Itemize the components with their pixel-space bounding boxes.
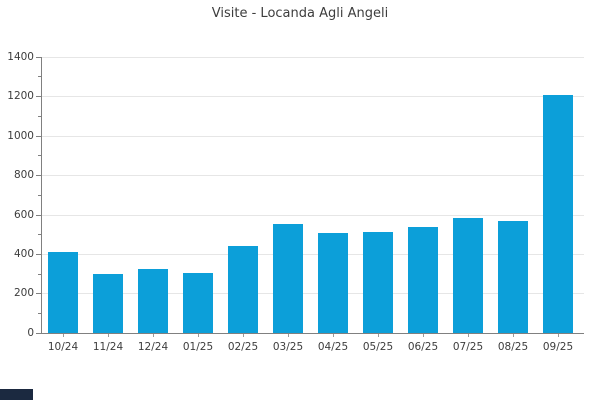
bar-09-25 [543, 95, 573, 333]
x-axis-tick [198, 333, 199, 337]
y-axis-minor-tick [38, 194, 41, 196]
y-axis-major-tick [35, 332, 41, 334]
bar-10-24 [48, 251, 78, 333]
x-axis-tick-label: 09/25 [542, 340, 574, 353]
x-axis-tick-label: 03/25 [272, 340, 304, 353]
y-axis-major-tick [35, 135, 41, 137]
x-axis-tick [333, 333, 334, 337]
y-axis-spine [41, 56, 42, 333]
chart-title: Visite - Locanda Agli Angeli [211, 6, 389, 21]
gridline [41, 214, 584, 216]
x-axis-tick [468, 333, 469, 337]
bar-12-24 [138, 268, 168, 333]
y-axis-minor-tick [38, 155, 41, 157]
y-axis-major-tick [35, 293, 41, 295]
x-axis-tick-label: 02/25 [227, 340, 259, 353]
bar-02-25 [228, 246, 258, 333]
x-axis-tick-label: 08/25 [497, 340, 529, 353]
y-axis-tick-label: 400 [13, 247, 34, 260]
gridline [41, 253, 584, 255]
gridline [41, 135, 584, 137]
y-axis-tick-label: 0 [27, 326, 34, 339]
bar-11-24 [93, 273, 123, 333]
x-axis-tick-label: 01/25 [182, 340, 214, 353]
y-axis-tick-label: 600 [13, 208, 34, 221]
y-axis-minor-tick [38, 234, 41, 236]
bottom-left-artifact [0, 389, 33, 400]
y-axis-major-tick [35, 175, 41, 176]
x-axis-tick-label: 04/25 [317, 340, 349, 353]
gridline [41, 56, 584, 58]
x-axis-tick [243, 333, 244, 337]
x-axis-tick [108, 333, 109, 337]
y-axis-minor-tick [38, 76, 41, 78]
y-axis-major-tick [35, 214, 41, 216]
x-axis-tick-label: 07/25 [452, 340, 484, 353]
bar-06-25 [408, 227, 438, 333]
x-axis-tick [558, 333, 559, 337]
y-axis-tick-label: 1400 [7, 50, 34, 63]
x-axis-tick-label: 06/25 [407, 340, 439, 353]
gridline [41, 175, 584, 176]
bar-04-25 [318, 233, 348, 333]
y-axis-major-tick [35, 253, 41, 255]
y-axis-minor-tick [38, 273, 41, 275]
bar-01-25 [183, 272, 213, 333]
y-axis-minor-tick [38, 313, 41, 315]
x-axis-tick [288, 333, 289, 337]
bar-03-25 [273, 224, 303, 333]
x-axis-tick [153, 333, 154, 337]
x-axis-tick-label: 11/24 [92, 340, 124, 353]
x-axis-tick [423, 333, 424, 337]
gridline [41, 293, 584, 295]
x-axis-tick-label: 12/24 [137, 340, 169, 353]
y-axis-major-tick [35, 96, 41, 98]
y-axis-tick-label: 200 [13, 287, 34, 300]
gridline [41, 96, 584, 98]
x-axis-tick-label: 10/24 [47, 340, 79, 353]
y-axis-major-tick [35, 56, 41, 58]
y-axis-tick-label: 800 [13, 169, 34, 181]
x-axis-tick [513, 333, 514, 337]
y-axis-tick-label: 1200 [7, 90, 34, 103]
x-axis-spine [41, 332, 584, 334]
y-axis-tick-label: 1000 [7, 129, 34, 142]
x-axis-tick-label: 05/25 [362, 340, 394, 353]
bar-08-25 [498, 221, 528, 333]
x-axis-tick [63, 333, 64, 337]
y-axis-minor-tick [38, 115, 41, 117]
x-axis-tick [378, 333, 379, 337]
bar-05-25 [363, 232, 393, 333]
bar-07-25 [453, 218, 483, 333]
